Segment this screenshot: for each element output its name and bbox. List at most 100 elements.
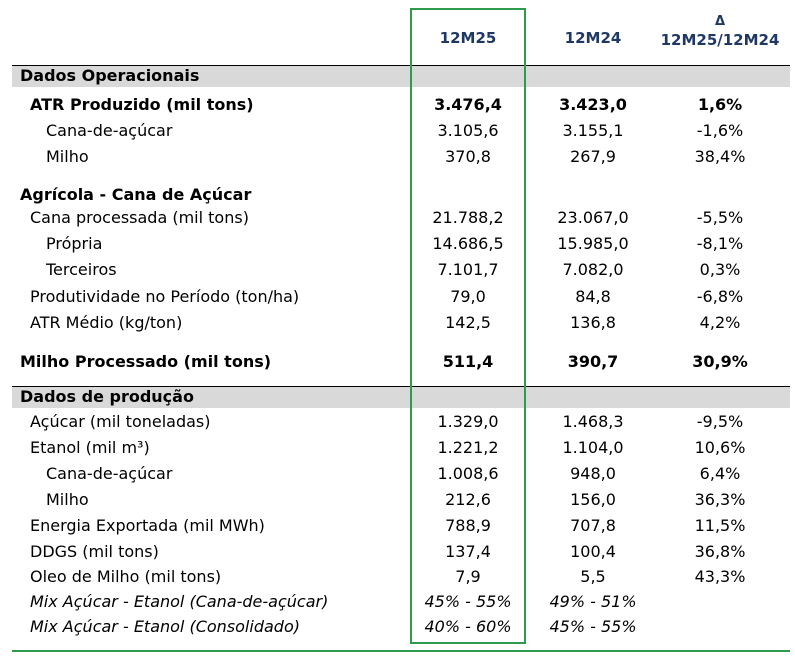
value-12m25: 1.221,2: [437, 438, 499, 457]
table-row: Cana-de-açúcar 3.105,6 3.155,1 -1,6%: [0, 118, 795, 144]
row-label: Oleo de Milho (mil tons): [30, 567, 222, 586]
row-label: Açúcar (mil toneladas): [30, 412, 211, 431]
value-12m25: 788,9: [445, 516, 491, 535]
table-row: Mix Açúcar - Etanol (Cana-de-açúcar) 45%…: [0, 589, 795, 615]
header-12m25: 12M25: [410, 0, 526, 66]
value-delta: 10,6%: [694, 438, 746, 457]
row-label: Milho: [46, 147, 89, 166]
section-title-operacionais: Dados Operacionais: [20, 66, 200, 85]
row-label: Mix Açúcar - Etanol (Consolidado): [30, 617, 300, 636]
table-row: Açúcar (mil toneladas) 1.329,0 1.468,3 -…: [0, 409, 795, 435]
table-row: Cana processada (mil tons) 21.788,2 23.0…: [0, 205, 795, 231]
value-12m24: 707,8: [570, 516, 616, 535]
row-label: Própria: [46, 234, 103, 253]
value-12m25: 137,4: [445, 542, 491, 561]
row-label: Agrícola - Cana de Açúcar: [20, 185, 252, 204]
value-12m24: 3.155,1: [562, 121, 624, 140]
row-label: DDGS (mil tons): [30, 542, 159, 561]
value-delta: -8,1%: [696, 234, 744, 253]
row-label: Mix Açúcar - Etanol (Cana-de-açúcar): [30, 592, 329, 611]
value-12m24: 136,8: [570, 313, 616, 332]
bottom-divider: [12, 650, 790, 652]
value-delta: 36,3%: [694, 490, 746, 509]
value-12m25: 7.101,7: [437, 260, 499, 279]
header-12m25-label: 12M25: [439, 29, 497, 47]
value-12m24: 15.985,0: [557, 234, 629, 253]
header-12m24-label: 12M24: [564, 29, 622, 47]
table-row: Milho 212,6 156,0 36,3%: [0, 487, 795, 513]
value-12m24: 390,7: [567, 352, 619, 371]
value-12m24: 1.104,0: [562, 438, 624, 457]
value-12m24: 7.082,0: [562, 260, 624, 279]
table-row: DDGS (mil tons) 137,4 100,4 36,8%: [0, 539, 795, 565]
value-12m24: 5,5: [580, 567, 606, 586]
value-delta: -9,5%: [696, 412, 744, 431]
section-bar-operacionais: Dados Operacionais: [12, 65, 790, 87]
table-row: Cana-de-açúcar 1.008,6 948,0 6,4%: [0, 461, 795, 487]
value-12m24: 156,0: [570, 490, 616, 509]
value-delta: -5,5%: [696, 208, 744, 227]
row-label: Cana processada (mil tons): [30, 208, 249, 227]
value-delta: 6,4%: [699, 464, 741, 483]
table-row: Milho 370,8 267,9 38,4%: [0, 144, 795, 170]
value-12m25: 14.686,5: [432, 234, 504, 253]
value-12m25: 370,8: [445, 147, 491, 166]
row-label: Energia Exportada (mil MWh): [30, 516, 265, 535]
value-12m25: 1.008,6: [437, 464, 499, 483]
value-12m25: 1.329,0: [437, 412, 499, 431]
value-12m24: 3.423,0: [559, 95, 627, 114]
value-delta: -1,6%: [696, 121, 744, 140]
row-label: Terceiros: [46, 260, 117, 279]
section-bar-producao: Dados de produção: [12, 386, 790, 408]
header-12m24: 12M24: [530, 0, 656, 66]
table-row: Etanol (mil m³) 1.221,2 1.104,0 10,6%: [0, 435, 795, 461]
header-delta: Δ 12M25/12M24: [650, 0, 790, 66]
value-12m24: 1.468,3: [562, 412, 624, 431]
table-row: ATR Produzido (mil tons) 3.476,4 3.423,0…: [0, 92, 795, 118]
table-row: Agrícola - Cana de Açúcar: [0, 182, 795, 208]
table-row: Energia Exportada (mil MWh) 788,9 707,8 …: [0, 513, 795, 539]
value-12m25: 142,5: [445, 313, 491, 332]
row-label: Milho: [46, 490, 89, 509]
table-row: Produtividade no Período (ton/ha) 79,0 8…: [0, 284, 795, 310]
row-label: Cana-de-açúcar: [46, 464, 173, 483]
table-row: Própria 14.686,5 15.985,0 -8,1%: [0, 231, 795, 257]
section-title-producao: Dados de produção: [20, 387, 194, 406]
value-12m24: 100,4: [570, 542, 616, 561]
value-12m24: 948,0: [570, 464, 616, 483]
value-delta: 30,9%: [692, 352, 748, 371]
delta-symbol: Δ: [714, 14, 726, 29]
value-delta: 1,6%: [697, 95, 743, 114]
value-12m25: 40% - 60%: [424, 617, 512, 636]
value-delta: 0,3%: [699, 260, 741, 279]
value-delta: -6,8%: [696, 287, 744, 306]
value-12m24: 45% - 55%: [549, 617, 637, 636]
table-row: Oleo de Milho (mil tons) 7,9 5,5 43,3%: [0, 564, 795, 590]
value-12m25: 21.788,2: [432, 208, 504, 227]
value-12m25: 7,9: [455, 567, 481, 586]
table-row: Milho Processado (mil tons) 511,4 390,7 …: [0, 349, 795, 375]
value-12m25: 3.476,4: [434, 95, 502, 114]
row-label: ATR Médio (kg/ton): [30, 313, 183, 332]
value-delta: 11,5%: [694, 516, 746, 535]
value-12m25: 212,6: [445, 490, 491, 509]
value-12m25: 3.105,6: [437, 121, 499, 140]
table-row: ATR Médio (kg/ton) 142,5 136,8 4,2%: [0, 310, 795, 336]
row-label: Cana-de-açúcar: [46, 121, 173, 140]
value-delta: 38,4%: [694, 147, 746, 166]
value-12m25: 79,0: [450, 287, 486, 306]
value-12m24: 267,9: [570, 147, 616, 166]
value-12m25: 511,4: [442, 352, 494, 371]
row-label: Etanol (mil m³): [30, 438, 150, 457]
value-12m24: 84,8: [575, 287, 611, 306]
value-delta: 43,3%: [694, 567, 746, 586]
value-delta: 36,8%: [694, 542, 746, 561]
value-12m25: 45% - 55%: [424, 592, 512, 611]
table-row: Mix Açúcar - Etanol (Consolidado) 40% - …: [0, 614, 795, 640]
value-12m24: 49% - 51%: [549, 592, 637, 611]
value-delta: 4,2%: [699, 313, 741, 332]
header-delta-label: 12M25/12M24: [660, 31, 780, 49]
table-row: Terceiros 7.101,7 7.082,0 0,3%: [0, 257, 795, 283]
row-label: ATR Produzido (mil tons): [30, 95, 254, 114]
row-label: Produtividade no Período (ton/ha): [30, 287, 300, 306]
